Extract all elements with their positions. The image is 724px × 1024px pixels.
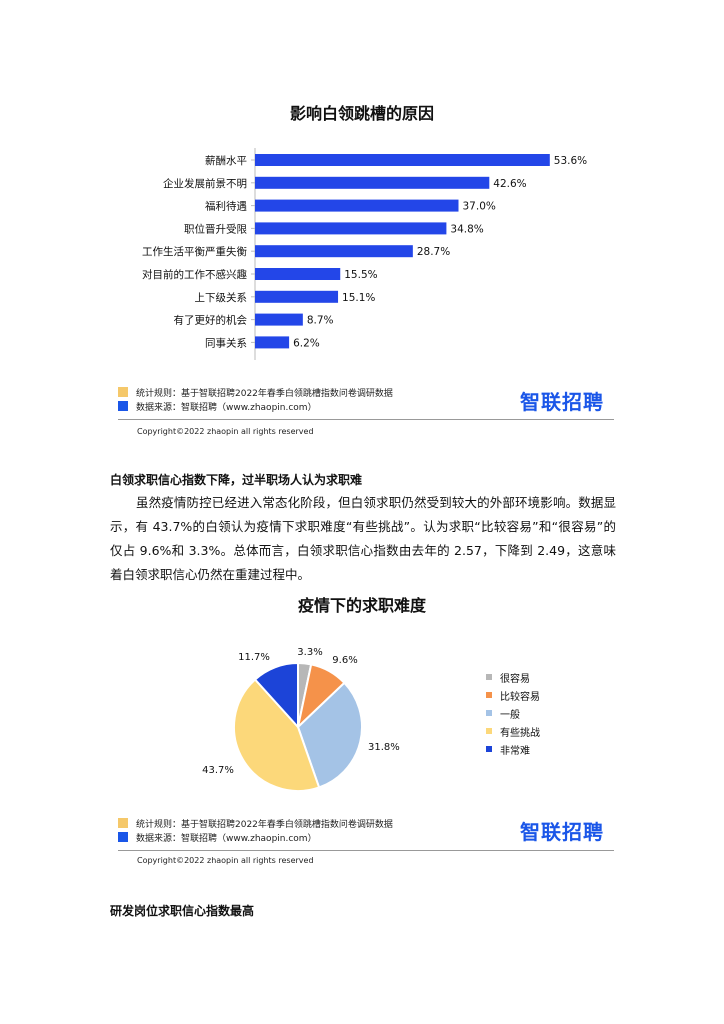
bar-category-label: 有了更好的机会 (174, 314, 248, 327)
pie-legend-label: 非常难 (500, 745, 530, 757)
brand-logo: 智联招聘 (520, 390, 604, 414)
bar-category-label: 薪酬水平 (205, 155, 247, 167)
pie-legend-label: 比较容易 (500, 691, 540, 703)
bar-value-label: 6.2% (293, 337, 320, 349)
pie-value-label: 11.7% (238, 652, 270, 663)
pie-legend-label: 有些挑战 (500, 727, 540, 739)
pie-slice (233, 678, 321, 792)
pie-legend-label: 很容易 (500, 673, 530, 685)
brand-logo: 智联招聘 (520, 820, 604, 844)
bar-chart-title: 影响白领跳槽的原因 (289, 104, 434, 123)
bar (255, 268, 341, 280)
bar (255, 336, 290, 349)
bar (255, 313, 303, 326)
bar-value-label: 37.0% (463, 201, 496, 213)
bar-value-label: 53.6% (554, 155, 587, 167)
bar-category-label: 对目前的工作不感兴趣 (142, 268, 247, 281)
bar-chart: 薪酬水平 53.6% 企业发展前景不明 42.6% 福利待遇 37.0% 职位晋升受限 34.… (142, 148, 587, 360)
section-heading-2: 研发岗位求职信心指数最高 (110, 904, 255, 918)
pie-slice (253, 661, 299, 730)
pie-legend-item: 比较容易 (486, 686, 540, 704)
copyright: Copyright©2022 zhaopin all rights reserv… (137, 856, 314, 865)
pie-legend-swatch (486, 674, 492, 680)
section-paragraph: 虽然疫情防控已经进入常态化阶段，但白领求职仍然受到较大的外部环境影响。数据显示，… (110, 495, 616, 582)
bar (255, 154, 550, 166)
chart-footer-1: 统计规则：基于智联招聘2022年春季白领跳槽指数问卷调研数据 数据来源：智联招聘… (118, 385, 618, 413)
rule-row: 统计规则：基于智联招聘2022年春季白领跳槽指数问卷调研数据 (118, 816, 618, 830)
source-swatch (118, 401, 128, 411)
rule-swatch (118, 387, 128, 397)
footer-divider (118, 419, 614, 420)
bar-category-label: 上下级关系 (195, 291, 248, 304)
pie-legend: 很容易比较容易一般有些挑战非常难 (486, 668, 540, 758)
pie-slice (296, 681, 363, 789)
pie-value-label: 3.3% (297, 647, 322, 658)
rule-row: 统计规则：基于智联招聘2022年春季白领跳槽指数问卷调研数据 (118, 385, 618, 399)
bar-category-label: 职位晋升受限 (184, 222, 247, 235)
pie-legend-item: 一般 (486, 704, 540, 722)
bar-value-label: 28.7% (417, 246, 450, 258)
copyright: Copyright©2022 zhaopin all rights reserv… (137, 427, 314, 436)
bar-category-label: 工作生活平衡严重失衡 (142, 245, 247, 258)
rule-label: 统计规则：基于智联招聘2022年春季白领跳槽指数问卷调研数据 (136, 388, 393, 399)
bar-category-label: 企业发展前景不明 (163, 177, 247, 190)
pie-legend-item: 非常难 (486, 740, 540, 758)
bar-value-label: 15.5% (344, 269, 377, 281)
pie-value-label: 9.6% (332, 655, 357, 666)
source-label: 数据来源：智联招聘（www.zhaopin.com） (136, 833, 317, 844)
pie-legend-swatch (486, 692, 492, 698)
pie-value-label: 31.8% (368, 742, 400, 753)
bar (255, 176, 490, 189)
pie-chart-title: 疫情下的求职难度 (297, 596, 426, 615)
pie-chart: 3.3% 9.6% 31.8% 43.7% 11.7% (202, 647, 400, 792)
pie-legend-item: 有些挑战 (486, 722, 540, 740)
pie-legend-item: 很容易 (486, 668, 540, 686)
section-heading: 白领求职信心指数下降，过半职场人认为求职难 (110, 473, 363, 487)
source-row: 数据来源：智联招聘（www.zhaopin.com） (118, 399, 618, 413)
bar (255, 245, 413, 258)
bar-category-label: 福利待遇 (205, 200, 247, 213)
pie-value-label: 43.7% (202, 765, 234, 776)
bar-category-label: 同事关系 (205, 336, 247, 349)
bar-value-label: 15.1% (342, 292, 375, 304)
pie-legend-swatch (486, 746, 492, 752)
bar-value-label: 42.6% (493, 178, 526, 190)
rule-label: 统计规则：基于智联招聘2022年春季白领跳槽指数问卷调研数据 (136, 819, 393, 830)
source-label: 数据来源：智联招聘（www.zhaopin.com） (136, 402, 317, 413)
chart-footer-2: 统计规则：基于智联招聘2022年春季白领跳槽指数问卷调研数据 数据来源：智联招聘… (118, 816, 618, 844)
bar-value-label: 34.8% (450, 223, 483, 235)
rule-swatch (118, 818, 128, 828)
pie-legend-label: 一般 (500, 709, 520, 721)
bar (255, 290, 339, 303)
pie-legend-swatch (486, 728, 492, 734)
source-row: 数据来源：智联招聘（www.zhaopin.com） (118, 830, 618, 844)
footer-divider (118, 850, 614, 851)
bar (255, 222, 447, 235)
source-swatch (118, 832, 128, 842)
bar-value-label: 8.7% (307, 315, 334, 327)
pie-legend-swatch (486, 710, 492, 716)
bar (255, 199, 459, 212)
